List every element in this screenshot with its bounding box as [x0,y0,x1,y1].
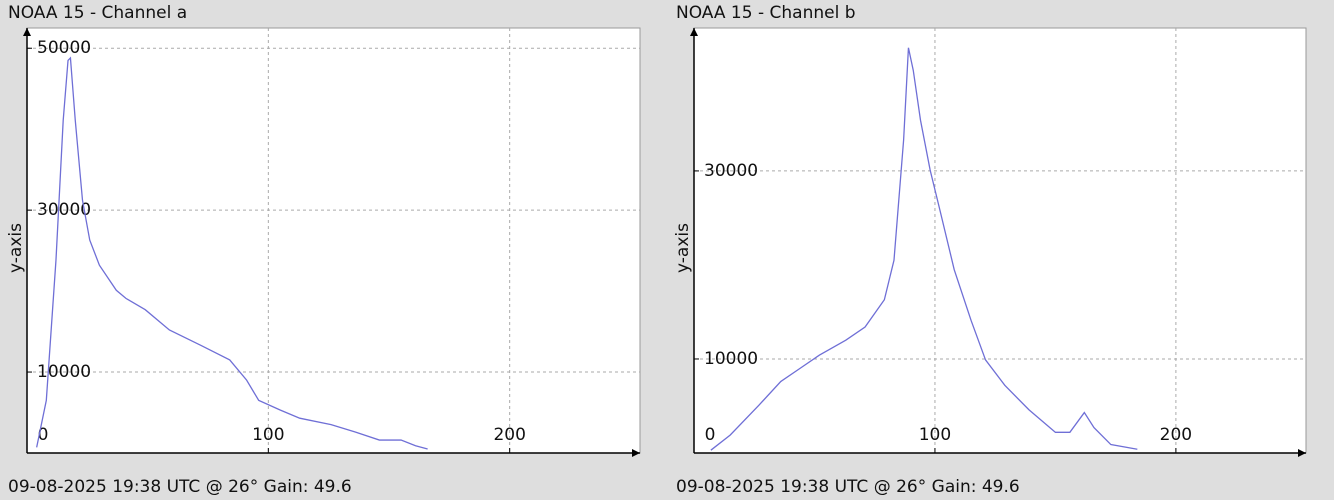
x-tick-label: 200 [1160,425,1192,445]
y-tick-label: 10000 [704,349,758,369]
data-line [36,56,428,450]
data-line [710,47,1138,451]
y-axis-label: y-axis [673,223,693,273]
axis-arrow [690,28,698,36]
panel-title: NOAA 15 - Channel a [8,3,187,23]
panel-title: NOAA 15 - Channel b [676,3,856,23]
axis-arrow [632,449,640,457]
x-tick-label: 100 [919,425,951,445]
axis-arrow [1298,449,1306,457]
x-tick-label: 100 [252,425,284,445]
y-tick-label: 30000 [37,200,91,220]
y-tick-label: 50000 [37,38,91,58]
caption: 09-08-2025 19:38 UTC @ 26° Gain: 49.6 [8,477,352,497]
plot-area [26,27,641,454]
y-axis-label: y-axis [6,223,26,273]
x-tick-label: 200 [493,425,525,445]
y-tick-label: 10000 [37,362,91,382]
plot-area [693,27,1307,454]
x-tick-label: 0 [705,425,716,445]
y-tick-label: 30000 [704,161,758,181]
axis-arrow [23,28,31,36]
caption: 09-08-2025 19:38 UTC @ 26° Gain: 49.6 [676,477,1020,497]
x-tick-label: 0 [38,425,49,445]
